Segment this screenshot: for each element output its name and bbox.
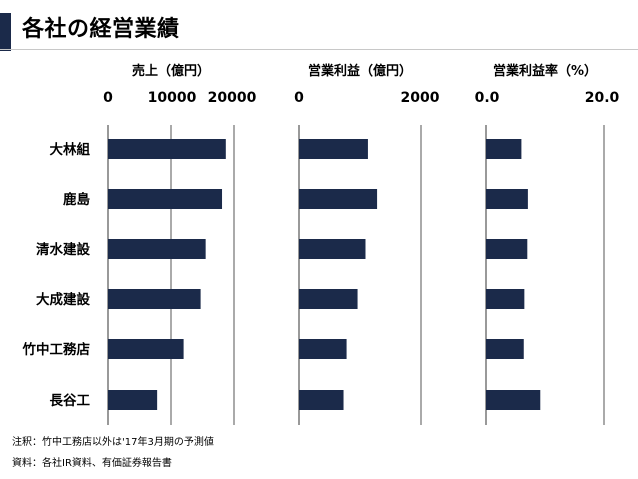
page-title: 各社の経営業績 [22,17,180,42]
category-label-4: 竹中工務店 [22,341,91,358]
bar-2-4 [486,339,524,359]
bar-1-0 [299,139,368,159]
category-label-1: 鹿島 [62,191,90,208]
panel-title-1: 営業利益（億円） [308,63,412,79]
bar-0-2 [108,239,206,259]
bar-0-5 [108,390,158,410]
bar-0-0 [108,139,226,159]
chart-footnote: 注釈：竹中工務店以外は'17年3月期の予測値 [12,437,214,448]
bar-1-1 [299,189,378,209]
tick-label-2-0: 0.0 [475,90,500,106]
bar-1-5 [299,390,344,410]
tick-label-1-1: 2000 [401,90,440,106]
bar-1-2 [299,239,366,259]
bar-2-0 [486,139,522,159]
bar-2-2 [486,239,528,259]
bar-0-1 [108,189,223,209]
title-accent-bar [0,13,11,51]
tick-label-0-0: 0 [103,90,113,106]
bar-2-5 [486,390,541,410]
panel-title-0: 売上（億円） [132,63,210,79]
bar-2-3 [486,289,525,309]
tick-label-2-1: 20.0 [585,90,620,106]
source-note: 資料：各社IR資料、有価証券報告書 [12,458,172,469]
tick-label-1-0: 0 [294,90,304,106]
category-label-5: 長谷工 [50,393,91,409]
tick-label-0-1: 10000 [148,90,197,106]
bar-0-4 [108,339,184,359]
title-divider [0,49,638,50]
bar-1-3 [299,289,358,309]
panel-title-2: 営業利益率（%） [493,63,597,79]
bar-2-1 [486,189,528,209]
category-label-0: 大林組 [50,141,91,158]
category-label-3: 大成建設 [36,291,90,308]
bar-0-3 [108,289,201,309]
bar-1-4 [299,339,347,359]
tick-label-0-2: 20000 [208,90,257,106]
category-label-2: 清水建設 [36,241,90,258]
